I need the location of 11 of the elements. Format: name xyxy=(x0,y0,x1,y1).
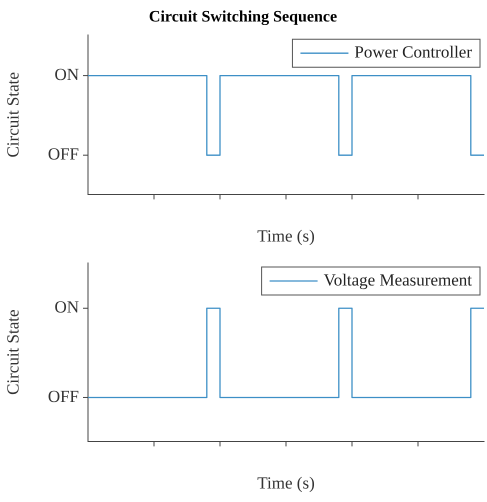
text: OFF xyxy=(48,144,79,164)
x-axis-title: Time (s) xyxy=(257,226,315,246)
chart-title: Circuit Switching Sequence xyxy=(148,8,338,26)
legend-label: Power Controller xyxy=(354,42,472,62)
legend-label: Voltage Measurement xyxy=(324,270,472,290)
x-axis-title: Time (s) xyxy=(257,473,315,492)
text: OFF xyxy=(48,386,79,406)
y-axis-title: Circuit State xyxy=(4,72,23,158)
text: ON xyxy=(54,298,79,317)
y-axis-title: Circuit State xyxy=(4,309,23,395)
text: ON xyxy=(54,65,79,84)
